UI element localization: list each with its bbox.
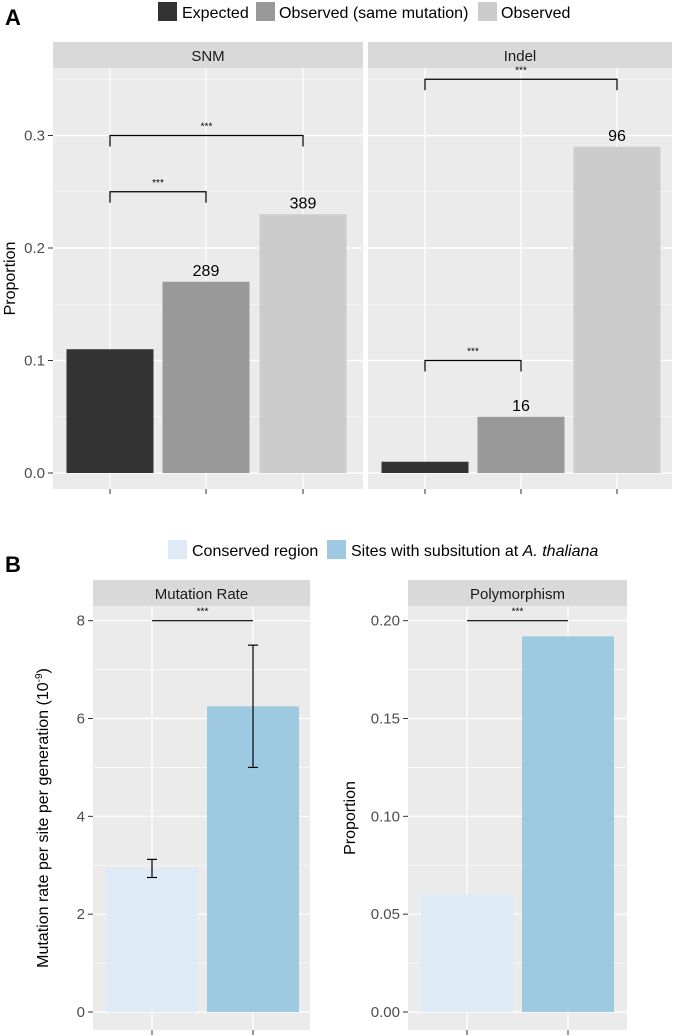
bar-0-2 [259,214,347,473]
strip-3 [408,580,627,606]
legend-b-swatch-0 [168,540,187,559]
panel-b-letter: B [5,552,21,577]
y-tick-label: 0.10 [371,808,400,825]
bar-label: 16 [512,398,530,415]
y-tick-label: 2 [77,906,85,923]
y-axis-label-2: Mutation rate per site per generation (1… [34,668,52,968]
y-tick-label: 0.3 [24,128,45,145]
chart-3: Polymorphism *** 0.00 0.05 0.10 0.15 0.20 Propo… [342,580,627,1035]
charts: SNM 289 389 *** *** 0.0 0.1 0.2 0.3 Proportion Ind… [2,42,672,1035]
legend-a: Expected Observed (same mutation) Observ… [158,2,570,22]
strip-title-0: SNM [191,48,224,65]
y-tick-label: 4 [77,808,85,825]
bar-1-0 [381,461,469,473]
y-tick-label: 0.0 [24,465,45,482]
bar-label: 96 [608,128,626,145]
bracket-label-0: *** [512,607,524,618]
strip-1 [368,42,672,68]
bracket-label-0: *** [152,178,164,189]
bracket-0 [109,191,207,203]
strip-2 [93,580,310,606]
y-tick-label: 8 [77,613,85,630]
strip-title-1: Indel [504,48,537,65]
bar-label: 289 [193,263,220,280]
bracket-label-0: *** [197,607,209,618]
bar-label: 389 [290,195,317,212]
y-tick-label: 0.20 [371,613,400,630]
chart-1: Indel 16 96 *** *** [368,42,672,494]
legend-b-label-0: Conserved region [192,543,318,560]
bar-2-0 [106,867,198,1012]
bracket-label-1: *** [515,65,527,76]
legend-a-swatch-1 [256,2,275,21]
bracket-1 [109,134,304,147]
panel-a-letter: A [5,5,21,30]
legend-b-swatch-1 [327,540,346,559]
chart-2: Mutation Rate *** 0 2 4 6 8 Mutation rate per s… [34,580,310,1035]
strip-title-3: Polymorphism [470,586,565,603]
legend-a-label-1: Observed (same mutation) [279,5,468,22]
y-tick-label: 0.05 [371,906,400,923]
strip-title-2: Mutation Rate [155,586,248,603]
bracket-label-0: *** [467,347,479,358]
bracket-label-1: *** [201,122,213,133]
y-tick-label: 0.1 [24,353,45,370]
legend-a-label-2: Observed [501,5,570,22]
chart-0: SNM 289 389 *** *** 0.0 0.1 0.2 0.3 Proportion [2,42,363,494]
legend-a-swatch-0 [158,2,177,21]
bracket-1 [424,78,618,91]
bracket-0 [424,359,522,372]
bar-3-1 [522,636,614,1012]
bar-3-0 [421,894,513,1012]
y-axis-label-3: Proportion [342,781,359,855]
legend-b: Conserved region Sites with subsitution … [168,540,598,560]
legend-a-label-0: Expected [182,5,249,22]
bar-1-2 [573,146,661,473]
y-tick-label: 0.2 [24,240,45,257]
strip-0 [53,42,363,68]
y-axis-label-0: Proportion [2,242,19,316]
legend-a-swatch-2 [478,2,497,21]
legend-b-label-1: Sites with subsitution at A. thaliana [351,543,598,560]
bar-0-1 [162,281,250,473]
bar-0-0 [66,349,154,473]
y-tick-label: 0.00 [371,1004,400,1021]
y-tick-label: 0 [77,1004,85,1021]
y-tick-label: 0.15 [371,711,400,728]
y-tick-label: 6 [77,711,85,728]
bar-1-1 [477,416,565,473]
